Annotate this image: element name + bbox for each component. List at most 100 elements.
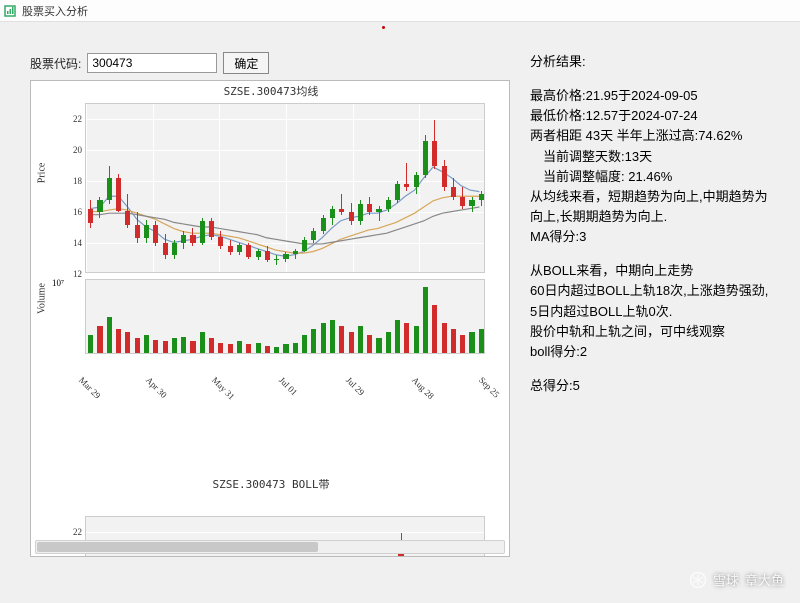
watermark: 雪球 章大鱼 (689, 570, 784, 589)
volume-bar (190, 341, 195, 353)
volume-bar (321, 323, 326, 353)
analysis-line: 最低价格:12.57于2024-07-24 (530, 106, 780, 126)
chart2-title: SZSE.300473 BOLL带 (31, 474, 510, 496)
volume-bar (172, 338, 177, 353)
candle (404, 104, 409, 274)
window-titlebar: 股票买入分析 (0, 0, 800, 22)
analysis-line: 当前调整幅度: 21.46% (530, 167, 780, 187)
analysis-line: 最高价格:21.95于2024-09-05 (530, 86, 780, 106)
candle (339, 104, 344, 274)
app-icon (4, 5, 16, 17)
volume-bar (358, 326, 363, 353)
volume-bar (153, 340, 158, 354)
volume-bar (339, 326, 344, 353)
code-label: 股票代码: (30, 55, 81, 72)
volume-bar (218, 343, 223, 354)
candle (432, 104, 437, 274)
candle (358, 104, 363, 274)
candle (414, 104, 419, 274)
candle (469, 104, 474, 274)
analysis-line: 从BOLL来看，中期向上走势 (530, 261, 780, 281)
candle (163, 104, 168, 274)
candle (209, 104, 214, 274)
volume-bar (181, 337, 186, 354)
candle (153, 104, 158, 274)
analysis-line: 从均线来看，短期趋势为向上,中期趋势为向上,长期期趋势为向上. (530, 187, 780, 227)
candle (274, 104, 279, 274)
candle (228, 104, 233, 274)
analysis-panel: 分析结果: 最高价格:21.95于2024-09-05最低价格:12.57于20… (530, 52, 780, 557)
code-input[interactable] (87, 53, 217, 73)
candle (116, 104, 121, 274)
analysis-line: 当前调整天数:13天 (530, 147, 780, 167)
volume-bar (367, 335, 372, 353)
candle (265, 104, 270, 274)
volume-bar (302, 335, 307, 353)
y-tick: 20 (56, 145, 82, 155)
volume-bar (237, 341, 242, 353)
volume-bar (107, 317, 112, 353)
volume-bar (395, 320, 400, 353)
candle (293, 104, 298, 274)
candle (386, 104, 391, 274)
watermark-brand: 雪球 (713, 570, 739, 589)
analysis-line: 60日内超过BOLL上轨18次,上涨趋势强劲, (530, 281, 780, 301)
volume-bar (469, 332, 474, 353)
volume-bar (404, 323, 409, 353)
price-ylabel: Price (37, 163, 48, 184)
volume-bar (209, 338, 214, 353)
candle (349, 104, 354, 274)
volume-plot: Volume10⁷Mar 29Apr 30May 31Jul 01Jul 29A… (85, 279, 485, 354)
analysis-line: MA得分:3 (530, 227, 780, 247)
candle (283, 104, 288, 274)
candle (330, 104, 335, 274)
candle (460, 104, 465, 274)
volume-bar (479, 329, 484, 353)
chart-scrollbar[interactable] (35, 540, 505, 554)
volume-bar (386, 332, 391, 353)
volume-bar (376, 338, 381, 353)
volume-bar (311, 329, 316, 353)
volume-bar (88, 335, 93, 353)
volume-ylabel: Volume (37, 283, 48, 314)
snowball-icon (689, 571, 707, 589)
volume-bar (442, 323, 447, 353)
chart1-title: SZSE.300473均线 (31, 81, 510, 103)
analysis-line: boll得分:2 (530, 342, 780, 362)
volume-bar (228, 344, 233, 353)
candle (97, 104, 102, 274)
candle (218, 104, 223, 274)
analysis-line: 5日内超过BOLL上轨0次. (530, 302, 780, 322)
candle (256, 104, 261, 274)
price-plot: Price121416182022 (85, 103, 485, 273)
candle (88, 104, 93, 274)
volume-bar (144, 335, 149, 353)
volume-scale: 10⁷ (52, 278, 64, 288)
indicator-dot (382, 26, 385, 29)
analysis-header: 分析结果: (530, 52, 780, 72)
confirm-button[interactable]: 确定 (223, 52, 269, 74)
y-tick: 14 (56, 238, 82, 248)
candle (451, 104, 456, 274)
volume-bar (460, 335, 465, 353)
candle (181, 104, 186, 274)
y-tick: 22 (56, 114, 82, 124)
volume-bar (414, 326, 419, 353)
y-tick: 18 (56, 176, 82, 186)
candle (311, 104, 316, 274)
candle (395, 104, 400, 274)
candle (125, 104, 130, 274)
scrollbar-thumb[interactable] (37, 542, 318, 552)
volume-bar (423, 287, 428, 353)
candle (190, 104, 195, 274)
y-tick: 16 (56, 207, 82, 217)
volume-bar (274, 347, 279, 353)
volume-bar (293, 343, 298, 354)
volume-bar (135, 338, 140, 353)
candle (107, 104, 112, 274)
volume-bar (163, 341, 168, 353)
volume-bar (330, 320, 335, 353)
y-tick: 22 (56, 527, 82, 537)
candle (376, 104, 381, 274)
volume-bar (116, 329, 121, 353)
